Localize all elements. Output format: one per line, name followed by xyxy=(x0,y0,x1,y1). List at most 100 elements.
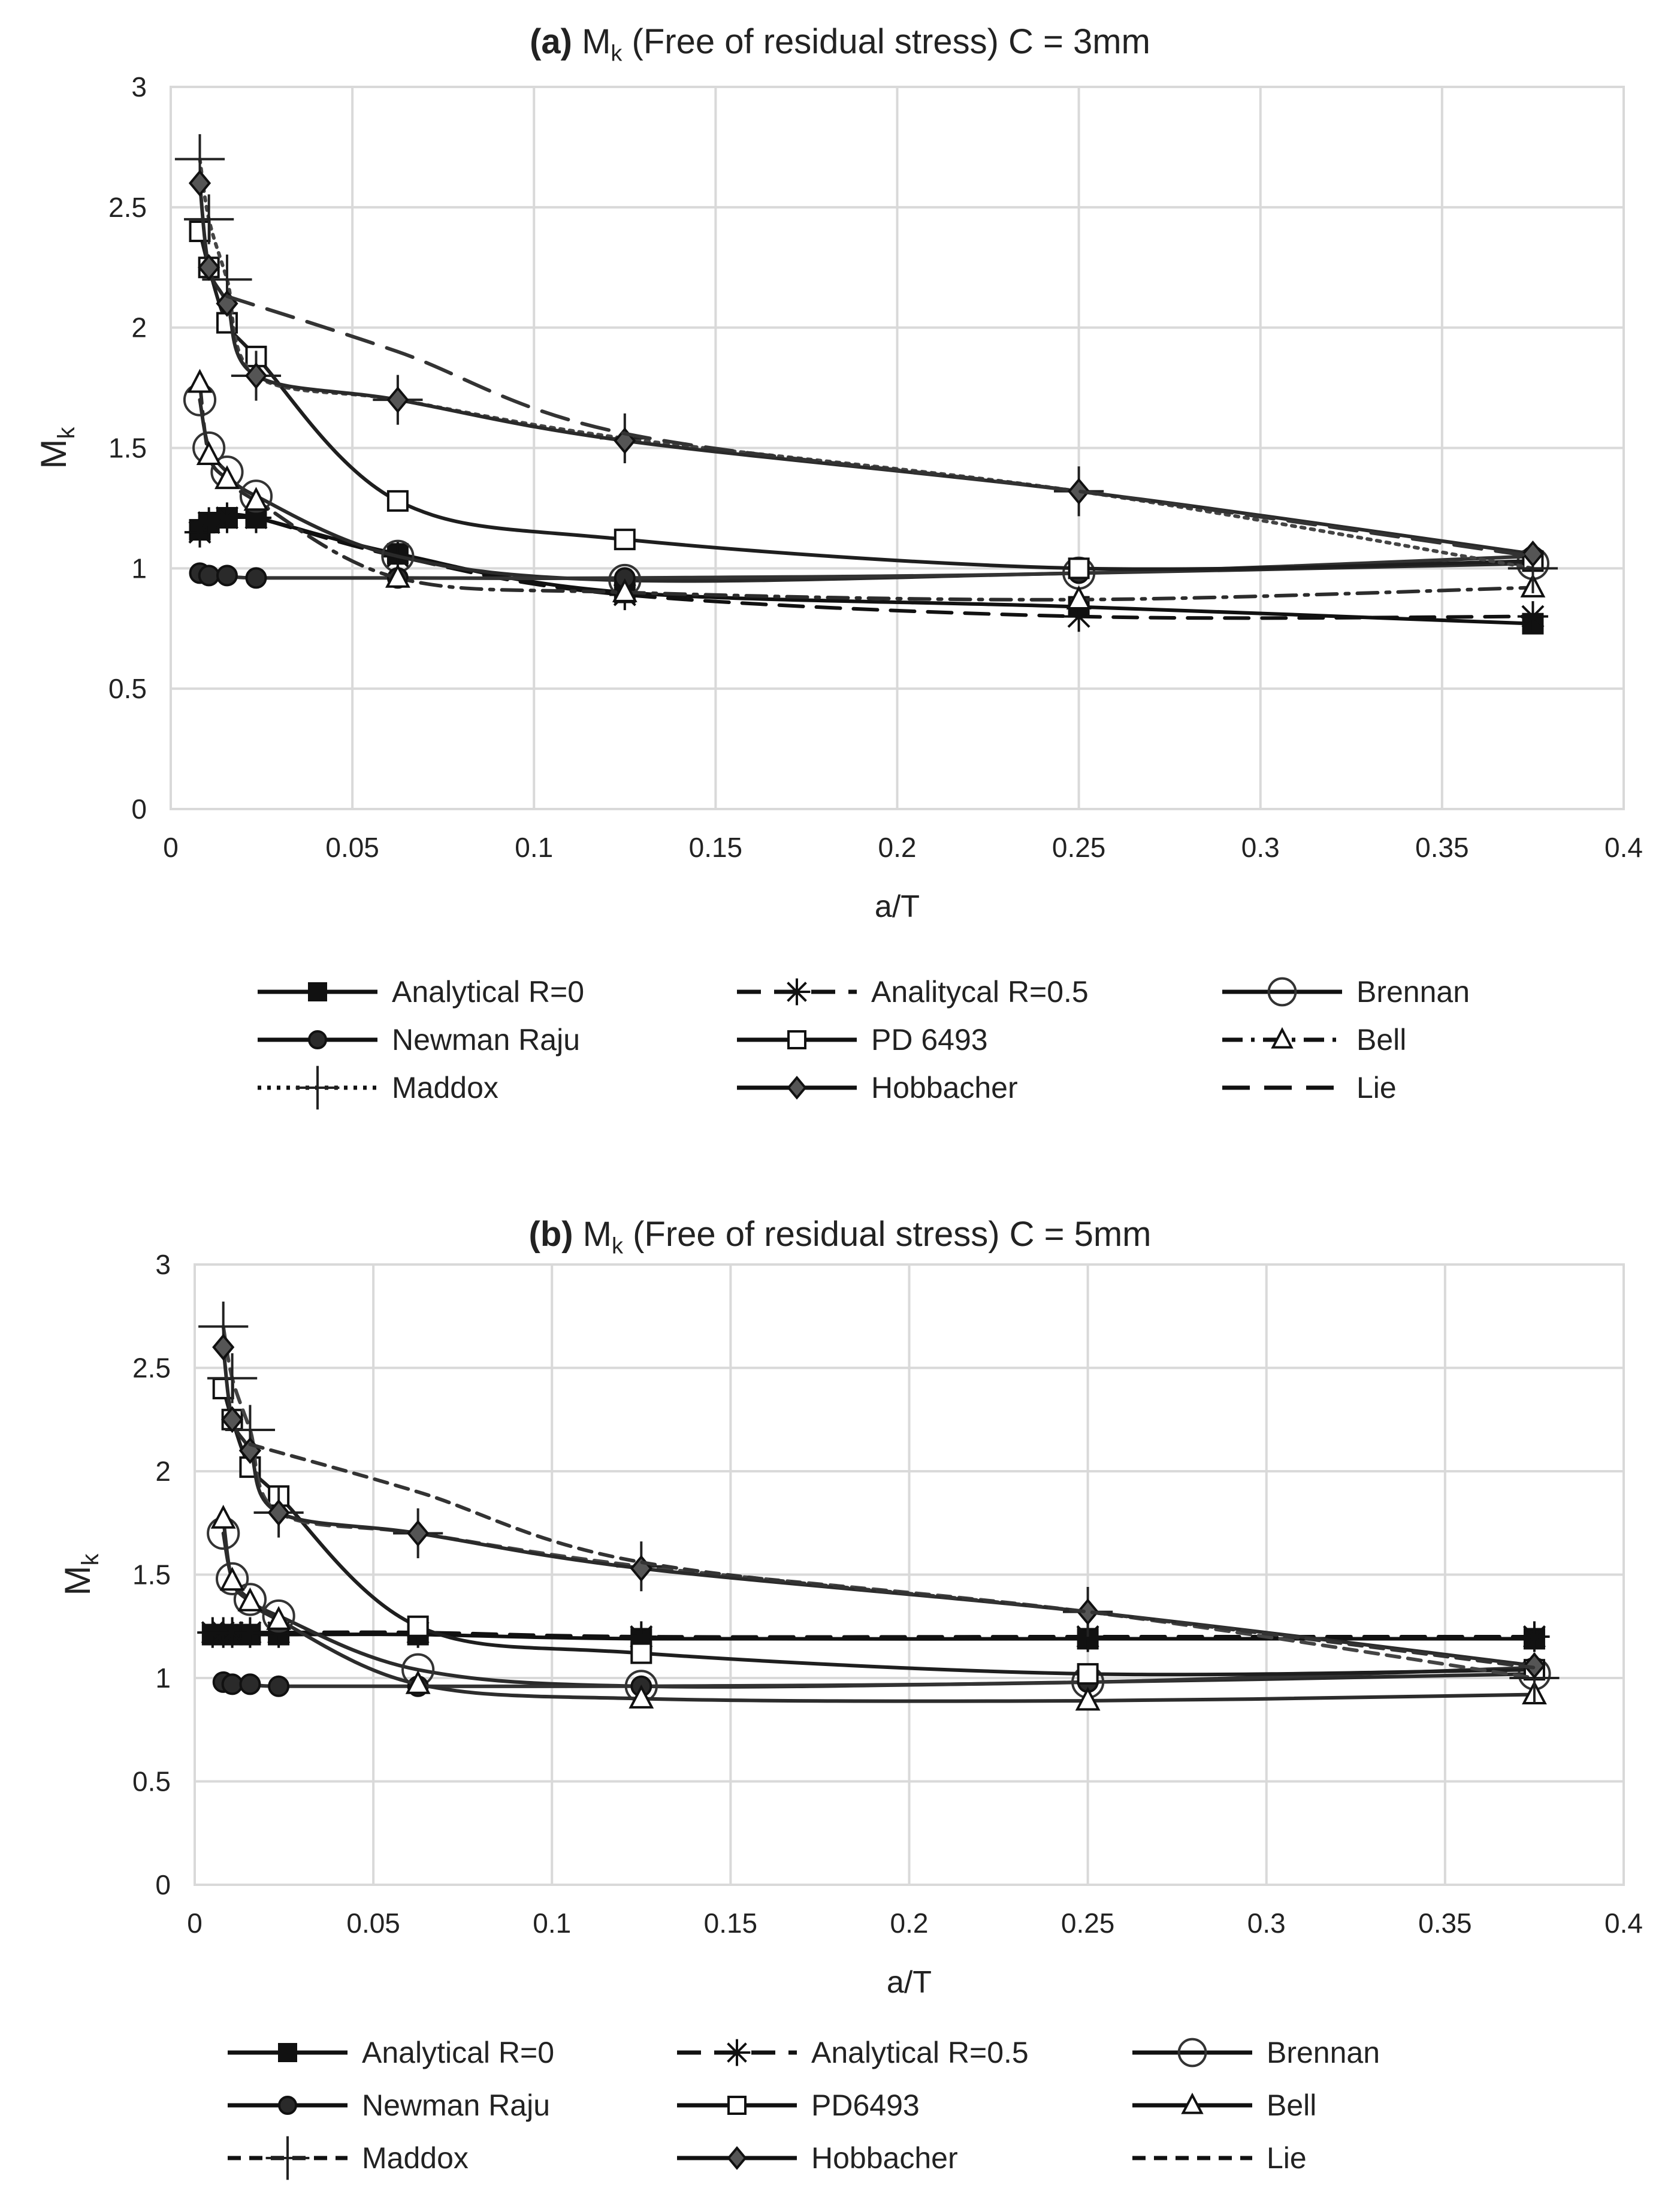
legend-item: Analytical R=0.5 xyxy=(671,2032,1029,2074)
x-tick-label: 0.3 xyxy=(1241,832,1280,863)
x-tick-label: 0.25 xyxy=(1061,1908,1115,1939)
legend-label: Brennan xyxy=(1356,975,1470,1009)
y-tick-label: 2 xyxy=(131,312,147,343)
data-point xyxy=(614,529,636,551)
legend-label: Brennan xyxy=(1267,2036,1380,2069)
series-line xyxy=(221,1531,1536,1689)
x-tick-label: 0 xyxy=(187,1908,203,1939)
x-tick-label: 0.4 xyxy=(1605,832,1643,863)
legend-label: Hobbacher xyxy=(811,2141,958,2175)
x-tick-label: 0.05 xyxy=(346,1908,400,1939)
data-point xyxy=(1066,586,1092,609)
legend-label: Newman Raju xyxy=(362,2089,551,2122)
legend-item: Hobbacher xyxy=(671,2137,958,2179)
legend-swatch xyxy=(258,982,377,1001)
data-point xyxy=(263,1617,294,1648)
legend-marker xyxy=(1177,2038,1207,2068)
legend-item: PD 6493 xyxy=(731,1019,988,1061)
x-tick-label: 0.2 xyxy=(878,832,917,863)
y-tick-label: 1.5 xyxy=(132,1559,171,1591)
data-point xyxy=(198,253,220,281)
grid-b xyxy=(194,1263,1625,1886)
data-point xyxy=(386,386,409,414)
data-point xyxy=(196,441,222,465)
legend-marker xyxy=(723,2039,751,2066)
legend-item: PD6493 xyxy=(671,2084,920,2126)
legend-label: Lie xyxy=(1356,1071,1397,1104)
data-point xyxy=(1517,601,1549,632)
x-tick-label: 0.1 xyxy=(533,1908,571,1939)
data-point xyxy=(407,1615,429,1637)
data-point xyxy=(1523,1652,1546,1679)
legend-item: Lie xyxy=(1216,1067,1397,1109)
legend-label: Maddox xyxy=(392,1071,498,1104)
data-point xyxy=(217,1617,248,1648)
y-tick-label: 3 xyxy=(155,1249,171,1280)
data-point xyxy=(630,1642,652,1664)
y-tick-label: 0 xyxy=(155,1869,171,1900)
legend-marker xyxy=(308,1030,327,1049)
legend-item: Brennan xyxy=(1216,971,1470,1013)
data-point xyxy=(219,1567,245,1591)
legend-swatch xyxy=(258,1066,377,1110)
data-point xyxy=(211,502,243,533)
legend-item: Brennan xyxy=(1126,2032,1380,2074)
x-tick-label: 0.15 xyxy=(704,1908,758,1939)
data-point xyxy=(386,490,409,512)
y-axis-label-sub: k xyxy=(77,1553,104,1566)
legend-label: Maddox xyxy=(362,2141,469,2175)
legend-label: Hobbacher xyxy=(871,1071,1018,1104)
y-tick-label: 0.5 xyxy=(108,673,147,704)
legend-marker xyxy=(787,1076,807,1100)
legend-label: Bell xyxy=(1356,1023,1407,1057)
legend-item: Newman Raju xyxy=(222,2084,550,2126)
data-point xyxy=(194,507,225,538)
legend-label: Newman Raju xyxy=(392,1023,581,1057)
legend-marker xyxy=(1181,2092,1204,2114)
legend-label: Analytical R=0.5 xyxy=(811,2036,1029,2069)
legend-marker xyxy=(295,1066,340,1110)
legend-swatch xyxy=(1132,2038,1252,2068)
y-tick-label: 2 xyxy=(155,1456,171,1487)
data-point xyxy=(268,1675,290,1697)
legend-item: Hobbacher xyxy=(731,1067,1018,1109)
data-point xyxy=(614,427,636,454)
legend-item: Analytical R=0 xyxy=(222,2032,554,2074)
svg-text:Mk: Mk xyxy=(34,427,80,469)
data-point xyxy=(237,1587,263,1611)
y-tick-label: 1.5 xyxy=(108,433,147,464)
legend-marker xyxy=(308,982,327,1001)
data-point xyxy=(626,1621,657,1652)
x-tick-label: 0.1 xyxy=(515,832,553,863)
data-point xyxy=(216,1562,249,1596)
legend-swatch xyxy=(1132,2156,1252,2160)
legend-item: Analitycal R=0.5 xyxy=(731,971,1089,1013)
data-point xyxy=(267,1499,290,1526)
data-point xyxy=(266,1605,292,1630)
x-tick-label: 0.15 xyxy=(689,832,743,863)
x-tick-label: 0 xyxy=(163,832,179,863)
y-tick-label: 0.5 xyxy=(132,1766,171,1797)
legend-marker xyxy=(265,2136,310,2180)
y-tick-label: 2.5 xyxy=(132,1353,171,1384)
legend-item: Maddox xyxy=(222,2136,469,2180)
x-tick-label: 0.25 xyxy=(1052,832,1106,863)
series-lie xyxy=(225,294,1535,559)
legend-marker xyxy=(278,2096,297,2115)
data-point xyxy=(1075,1686,1101,1711)
series-line xyxy=(248,1442,1536,1670)
data-point xyxy=(216,565,238,587)
grid-a xyxy=(170,86,1625,810)
series-bell xyxy=(210,1504,1547,1711)
data-point xyxy=(1077,1663,1099,1685)
y-axis-label: Mk xyxy=(34,427,80,469)
data-point xyxy=(407,1520,430,1547)
legend-swatch xyxy=(1222,1085,1342,1090)
data-point xyxy=(239,1673,261,1695)
legend-marker xyxy=(1267,977,1297,1007)
data-point xyxy=(188,170,211,197)
y-axis-label-sub: k xyxy=(53,427,80,439)
data-point xyxy=(405,1670,431,1694)
legend-marker xyxy=(783,978,811,1006)
legend-label: PD 6493 xyxy=(871,1023,988,1057)
